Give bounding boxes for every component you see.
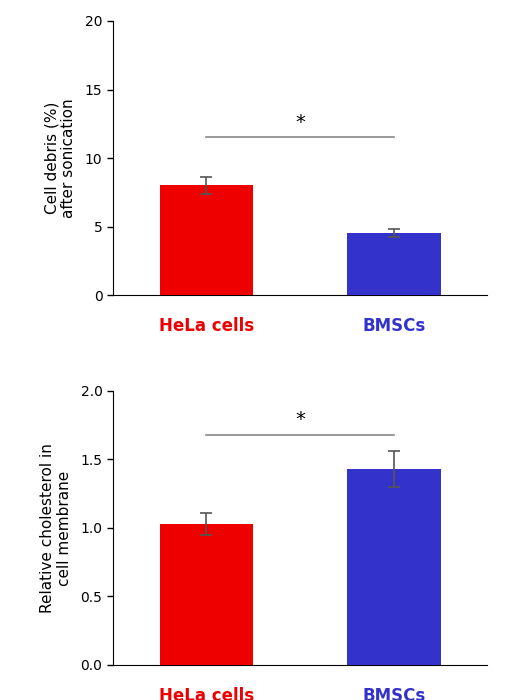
Text: *: * — [295, 410, 305, 429]
Bar — [347, 233, 441, 295]
Text: HeLa cells: HeLa cells — [159, 317, 254, 335]
Y-axis label: Relative cholesterol in
cell membrane: Relative cholesterol in cell membrane — [40, 443, 72, 613]
Text: BMSCs: BMSCs — [362, 317, 425, 335]
Bar — [347, 469, 441, 665]
Bar — [160, 524, 253, 665]
Y-axis label: Cell debris (%)
after sonication: Cell debris (%) after sonication — [44, 98, 76, 218]
Text: HeLa cells: HeLa cells — [159, 687, 254, 700]
Bar — [160, 186, 253, 295]
Text: BMSCs: BMSCs — [362, 687, 425, 700]
Text: *: * — [295, 113, 305, 132]
